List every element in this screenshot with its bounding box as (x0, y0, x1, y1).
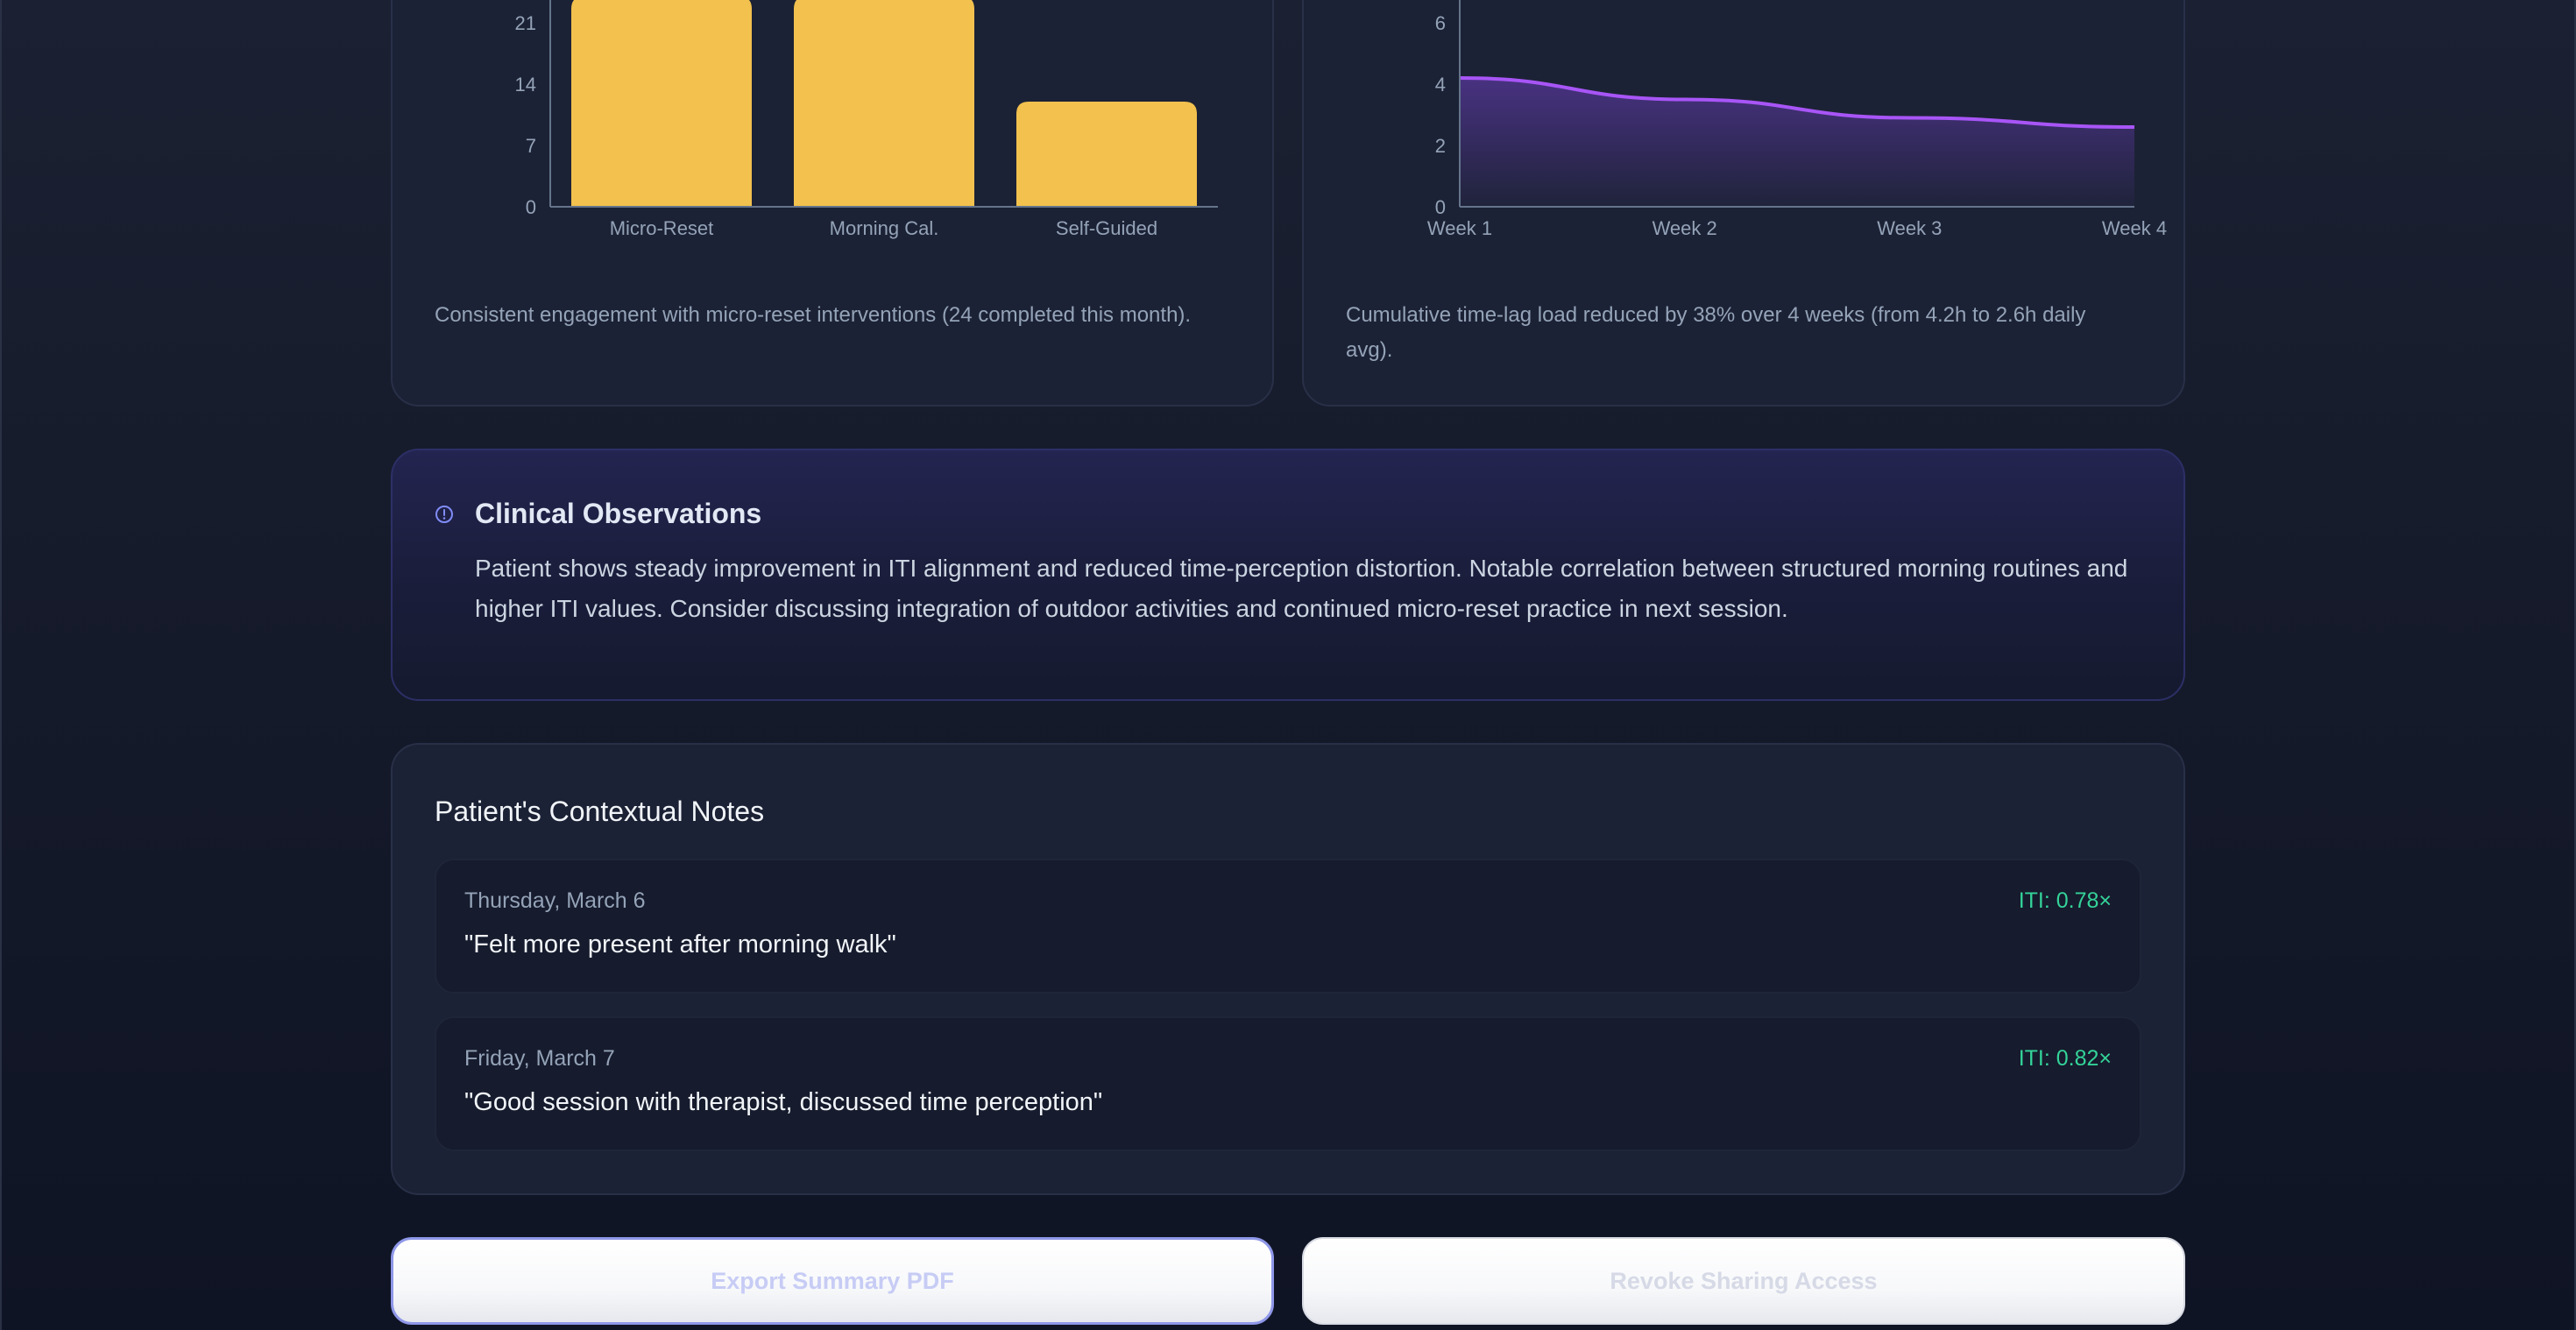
area-chart-caption: Cumulative time-lag load reduced by 38% … (1346, 303, 2086, 362)
note-date: Thursday, March 6 (464, 888, 646, 913)
bar-self-guided (1016, 102, 1197, 207)
area-x-tick-label: Week 2 (1652, 217, 1717, 239)
area-y-tick-label: 0 (1435, 196, 1446, 218)
area-x-tick-label: Week 1 (1427, 217, 1492, 239)
contextual-notes-card: Patient's Contextual Notes Thursday, Mar… (391, 743, 2185, 1195)
time-lag-line (1459, 76, 2135, 129)
bar-micro-reset (571, 0, 752, 207)
area-x-tick-label: Week 4 (2102, 217, 2167, 239)
bar-y-tick-label: 14 (515, 74, 536, 96)
bar-chart-caption: Consistent engagement with micro-reset i… (435, 303, 1192, 327)
window-edge-right (2574, 0, 2576, 1330)
note-text: "Felt more present after morning walk" (464, 930, 896, 959)
area-y-tick-label: 6 (1435, 12, 1446, 34)
observations-text: Patient shows steady improvement in ITI … (475, 555, 2128, 622)
note-text: "Good session with therapist, discussed … (464, 1088, 1103, 1116)
bar-y-tick-label: 0 (526, 196, 536, 218)
note-item: Friday, March 7 ITI: 0.82× "Good session… (435, 1016, 2141, 1151)
intervention-bar-chart-card: 0 7 14 21 Micro-Reset Morning Cal. Self-Guided… (391, 0, 1274, 407)
area-y-tick-label: 2 (1435, 135, 1446, 157)
info-circle-icon (435, 506, 453, 523)
export-summary-pdf-button[interactable]: Export Summary PDF (391, 1237, 1274, 1325)
window-edge-left (0, 0, 2, 1330)
notes-title: Patient's Contextual Notes (435, 796, 765, 827)
note-iti-value: ITI: 0.78× (2018, 888, 2112, 913)
time-lag-area-fill (1460, 78, 2134, 207)
time-lag-area-chart-card: 0 2 4 6 Week 1 Week 2 Week 3 Week 4 Cumulative … (1302, 0, 2185, 407)
bar-x-tick-label: Self-Guided (1056, 217, 1157, 239)
clinical-observations-card: Clinical Observations Patient shows stea… (391, 449, 2185, 701)
revoke-sharing-access-button[interactable]: Revoke Sharing Access (1302, 1237, 2185, 1325)
bar-morning-cal (794, 0, 974, 207)
intervention-bar-chart: 0 7 14 21 Micro-Reset Morning Cal. Self-Guided (515, 0, 1218, 239)
note-item: Thursday, March 6 ITI: 0.78× "Felt more … (435, 859, 2141, 994)
bar-y-tick-label: 7 (526, 135, 536, 157)
area-x-tick-label: Week 3 (1877, 217, 1942, 239)
bar-x-tick-label: Morning Cal. (830, 217, 939, 239)
note-iti-value: ITI: 0.82× (2018, 1046, 2112, 1071)
bar-x-tick-label: Micro-Reset (610, 217, 714, 239)
note-date: Friday, March 7 (464, 1046, 615, 1071)
time-lag-area-chart: 0 2 4 6 Week 1 Week 2 Week 3 Week 4 (1427, 0, 2167, 239)
bar-y-tick-label: 21 (515, 12, 536, 34)
area-y-tick-label: 4 (1435, 74, 1446, 96)
observations-title: Clinical Observations (475, 498, 762, 529)
